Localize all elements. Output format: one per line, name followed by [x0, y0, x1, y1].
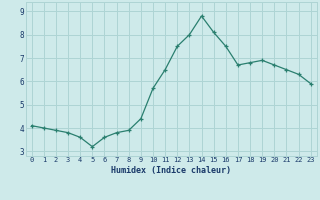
X-axis label: Humidex (Indice chaleur): Humidex (Indice chaleur) — [111, 166, 231, 175]
